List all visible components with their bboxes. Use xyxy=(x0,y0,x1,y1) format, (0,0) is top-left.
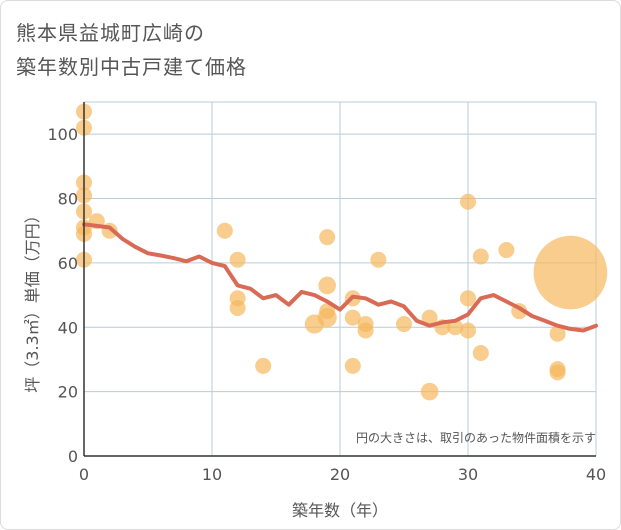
y-tick-label: 80 xyxy=(58,190,78,209)
data-bubble xyxy=(533,235,608,310)
data-bubble xyxy=(549,364,566,381)
y-tick-label: 20 xyxy=(58,383,78,402)
data-bubble xyxy=(216,222,233,239)
bubble-layer xyxy=(76,103,608,401)
chart-title: 熊本県益城町広崎の 築年数別中古戸建て価格 xyxy=(16,16,247,84)
data-bubble xyxy=(317,308,337,328)
x-tick-label: 30 xyxy=(458,465,478,484)
x-tick-label: 0 xyxy=(79,465,89,484)
data-bubble xyxy=(421,309,438,326)
data-bubble xyxy=(460,322,476,339)
data-bubble xyxy=(549,325,566,342)
tick-labels: 0 20 40 60 80 100 0 10 20 30 40 xyxy=(47,125,606,484)
data-bubble xyxy=(344,309,361,326)
data-bubble xyxy=(319,229,336,246)
x-tick-label: 10 xyxy=(202,465,222,484)
y-tick-label: 0 xyxy=(68,447,78,466)
data-bubble xyxy=(396,316,412,333)
data-bubble xyxy=(472,248,489,265)
grid-lines xyxy=(84,101,597,456)
data-bubble xyxy=(370,251,387,268)
y-tick-label: 100 xyxy=(47,125,78,144)
average-price-line xyxy=(82,222,598,333)
data-bubble xyxy=(460,290,476,307)
axes xyxy=(83,102,596,457)
average-line-layer xyxy=(82,222,598,333)
size-note: 円の大きさは、取引のあった物件面積を示す xyxy=(356,430,596,445)
chart-title-line-2: 築年数別中古戸建て価格 xyxy=(16,55,247,79)
data-bubble xyxy=(472,345,489,362)
data-bubble xyxy=(229,299,246,316)
x-axis-title: 築年数（年） xyxy=(292,501,388,520)
data-bubble xyxy=(498,242,515,259)
data-bubble xyxy=(318,276,337,295)
y-axis-title: 坪（3.3㎡）単価（万円） xyxy=(23,207,42,392)
data-bubble xyxy=(420,382,439,401)
data-bubble xyxy=(229,251,246,268)
x-tick-label: 20 xyxy=(330,465,350,484)
data-bubble xyxy=(357,322,374,339)
chart-title-line-1: 熊本県益城町広崎の xyxy=(16,21,205,45)
data-bubble xyxy=(460,193,476,210)
y-tick-label: 40 xyxy=(58,318,78,337)
data-bubble xyxy=(255,357,272,374)
y-tick-label: 60 xyxy=(58,254,78,273)
data-bubble xyxy=(344,357,361,374)
x-tick-label: 40 xyxy=(586,465,606,484)
